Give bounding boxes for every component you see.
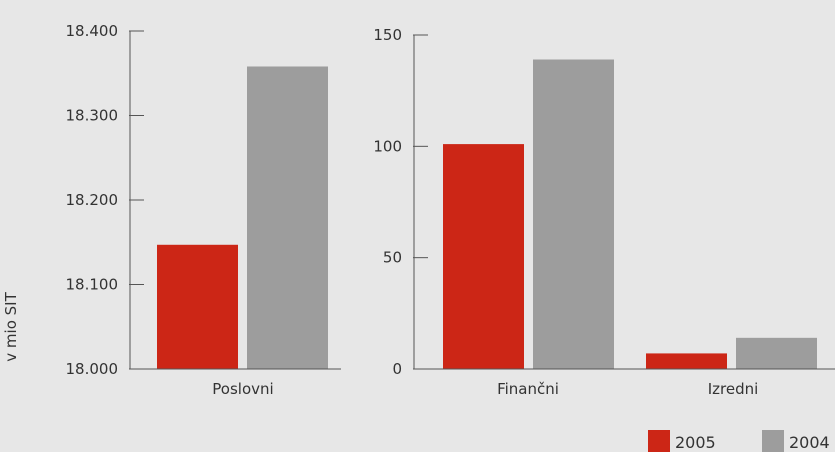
bar-2004-izredni xyxy=(736,337,817,369)
right-chart-panel: 0 50 100 150 Finančni Izredni xyxy=(373,26,835,398)
bar-2005-finančni xyxy=(443,144,524,369)
left-chart-panel: 18.000 18.100 18.200 18.300 18.400 Poslovni xyxy=(66,22,341,398)
category-label: Finančni xyxy=(497,380,559,398)
y-tick-label: 150 xyxy=(373,26,402,44)
category-label: Izredni xyxy=(708,380,759,398)
y-axis-label: v mio SIT xyxy=(2,291,20,361)
bar-2005-izredni xyxy=(646,353,727,369)
y-tick-label: 18.100 xyxy=(66,276,119,294)
y-tick-label: 18.400 xyxy=(66,22,119,40)
legend-swatch-2004 xyxy=(762,430,784,452)
bar-2004-finančni xyxy=(533,59,614,369)
legend-swatch-2005 xyxy=(648,430,670,452)
y-tick-label: 0 xyxy=(392,360,402,378)
y-tick-label: 100 xyxy=(373,137,402,155)
bar-2005-poslovni xyxy=(157,244,238,369)
legend-label-2004: 2004 xyxy=(789,433,830,452)
bar-2004-poslovni xyxy=(247,66,328,370)
y-tick-label: 18.200 xyxy=(66,191,119,209)
category-label: Poslovni xyxy=(212,380,273,398)
y-tick-label: 18.000 xyxy=(66,360,119,378)
legend-label-2005: 2005 xyxy=(675,433,716,452)
y-tick-label: 18.300 xyxy=(66,107,119,125)
y-tick-label: 50 xyxy=(383,249,402,267)
legend: 2005 2004 xyxy=(648,430,830,452)
